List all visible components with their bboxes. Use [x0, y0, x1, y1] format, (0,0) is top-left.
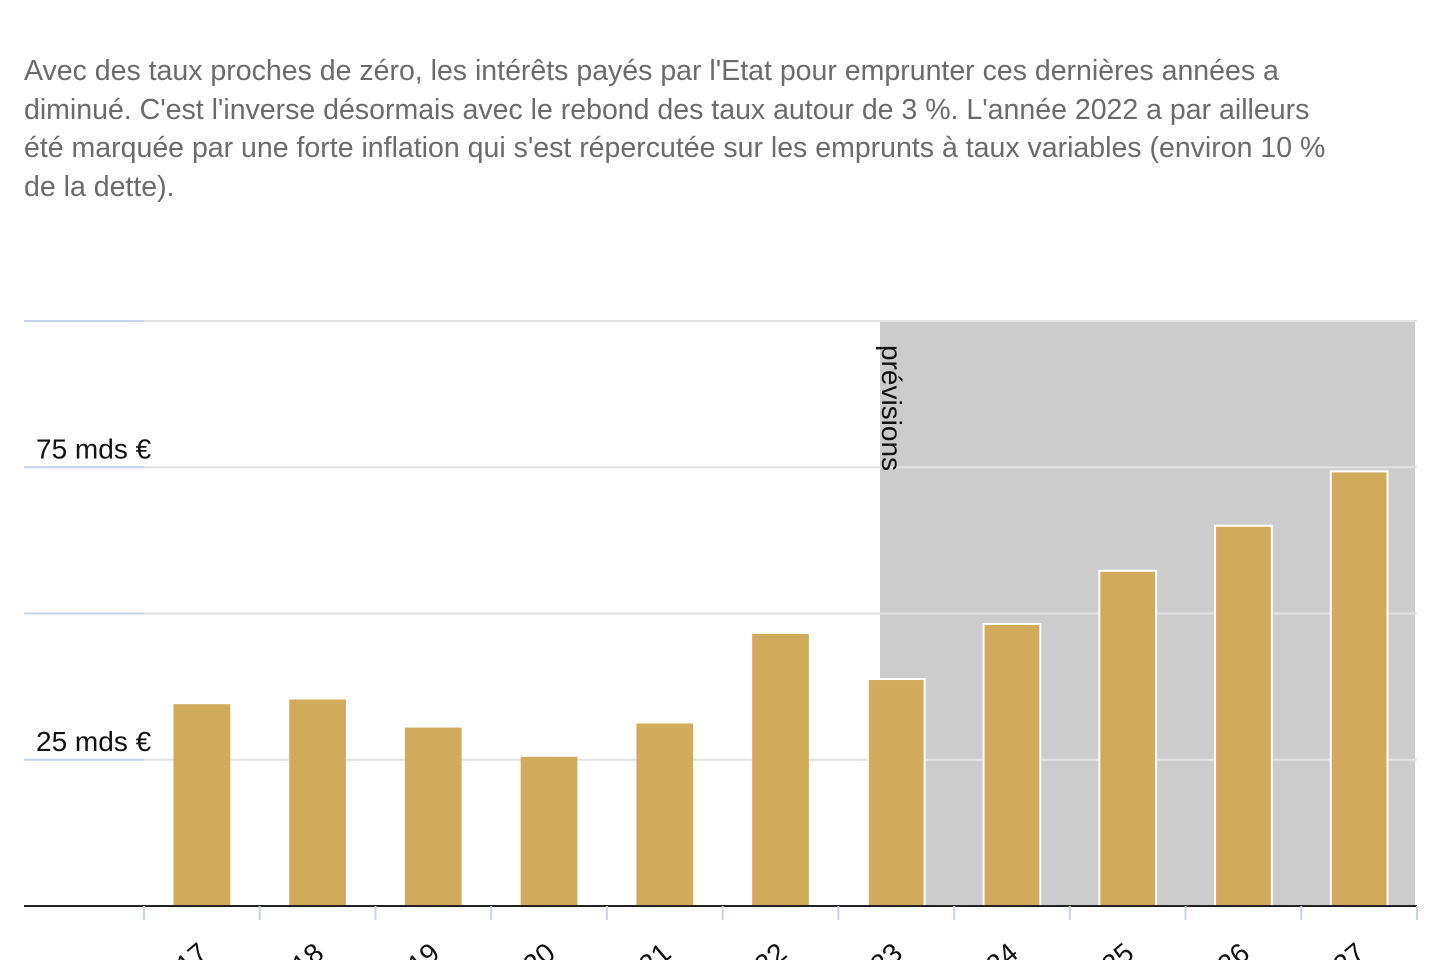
bar-2021 — [636, 723, 694, 906]
forecast-label: prévisions — [876, 345, 907, 471]
bar-2023 — [866, 678, 926, 908]
y-tick-label: 25 mds € — [36, 726, 152, 757]
x-tick-label-2025: 2025 — [1072, 937, 1140, 960]
x-tick-label-2019: 2019 — [378, 937, 446, 960]
y-axis-labels: 75 mds € 25 mds € — [36, 433, 152, 757]
x-tick-label-2018: 2018 — [262, 937, 330, 960]
chart-intro-text: Avec des taux proches de zéro, les intér… — [24, 55, 1326, 203]
bar-2025 — [1098, 569, 1158, 907]
bars — [173, 470, 1389, 908]
bar-2018 — [289, 699, 346, 906]
bar-2026 — [1214, 524, 1273, 907]
bar-2019 — [404, 727, 462, 906]
bar-2024 — [982, 623, 1042, 908]
bar-2022 — [752, 633, 809, 906]
x-axis-labels: 2017 2018 2019 2020 2021 2022 2023 2024 2025 2026… — [146, 937, 1371, 960]
x-tick-label-2023: 2023 — [840, 937, 908, 960]
x-tick-label-2024: 2024 — [956, 937, 1024, 960]
bar-2027 — [1329, 470, 1389, 907]
y-tick-label: 75 mds € — [36, 433, 152, 464]
x-tick-label-2027: 2027 — [1303, 937, 1371, 960]
x-tick-label-2021: 2021 — [609, 937, 677, 960]
bar-2020 — [520, 756, 578, 906]
x-tick-label-2026: 2026 — [1188, 937, 1256, 960]
x-tick-label-2017: 2017 — [146, 937, 214, 960]
x-axis-ticks — [143, 906, 1418, 920]
gridlines — [24, 320, 1417, 907]
x-tick-label-2022: 2022 — [725, 937, 793, 960]
bar-2017 — [173, 704, 231, 906]
x-tick-label-2020: 2020 — [493, 937, 561, 960]
